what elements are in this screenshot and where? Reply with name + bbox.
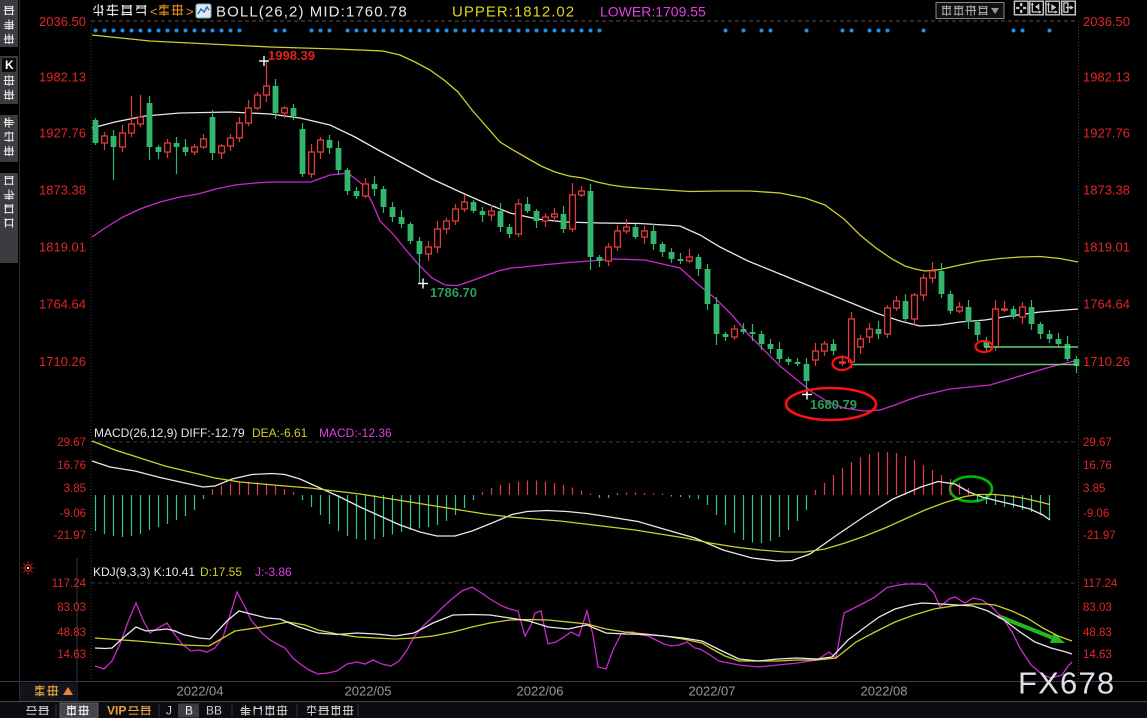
svg-text:1998.39: 1998.39 [268,48,315,63]
svg-text:B: B [185,704,193,718]
svg-text:3.85: 3.85 [1083,483,1105,495]
svg-text:<: < [150,4,158,19]
svg-text:BB: BB [206,704,222,718]
svg-text:2036.50: 2036.50 [39,14,86,29]
svg-text:14.63: 14.63 [1083,649,1112,661]
svg-text:1982.13: 1982.13 [1083,70,1130,85]
svg-text:1927.76: 1927.76 [39,126,86,141]
svg-text:29.67: 29.67 [57,437,86,449]
svg-text:FX678: FX678 [1018,666,1115,701]
svg-text:14.63: 14.63 [57,649,86,661]
svg-text:VIP: VIP [107,704,126,718]
svg-text:D:17.55: D:17.55 [200,565,242,579]
svg-text:-21.97: -21.97 [53,530,86,542]
svg-text:117.24: 117.24 [52,578,87,590]
svg-text:-9.06: -9.06 [1083,508,1109,520]
svg-text:29.67: 29.67 [1083,437,1112,449]
svg-text:-9.06: -9.06 [60,508,86,520]
svg-text:16.76: 16.76 [1083,460,1112,472]
svg-text:2036.50: 2036.50 [1083,14,1130,29]
svg-text:1710.26: 1710.26 [39,354,86,369]
svg-text:2022/08: 2022/08 [861,684,908,699]
svg-text:1680.79: 1680.79 [810,397,857,412]
svg-text:J:-3.86: J:-3.86 [255,565,292,579]
svg-text:1764.64: 1764.64 [1083,297,1130,312]
svg-text:J: J [166,704,172,718]
svg-text:1764.64: 1764.64 [39,297,86,312]
svg-text:1819.01: 1819.01 [39,240,86,255]
svg-text:1982.13: 1982.13 [39,70,86,85]
svg-text:>: > [186,4,194,19]
svg-text:LOWER:1709.55: LOWER:1709.55 [600,4,706,20]
svg-text:KDJ(9,3,3) K:10.41: KDJ(9,3,3) K:10.41 [93,565,195,579]
svg-text:1710.26: 1710.26 [1083,354,1130,369]
svg-text:16.76: 16.76 [57,460,86,472]
svg-text:117.24: 117.24 [1083,578,1118,590]
svg-text:K: K [5,58,14,72]
svg-text:83.03: 83.03 [1083,602,1112,614]
svg-text:-21.97: -21.97 [1083,530,1116,542]
svg-text:3.85: 3.85 [64,483,86,495]
svg-text:1873.38: 1873.38 [1083,183,1130,198]
svg-text:2022/04: 2022/04 [177,684,224,699]
svg-text:BOLL(26,2) MID:1760.78: BOLL(26,2) MID:1760.78 [216,4,408,21]
svg-text:83.03: 83.03 [57,602,86,614]
svg-text:MACD(26,12,9) DIFF:-12.79: MACD(26,12,9) DIFF:-12.79 [94,426,245,440]
svg-text:2022/05: 2022/05 [345,684,392,699]
svg-text:1873.38: 1873.38 [39,183,86,198]
svg-text:2022/07: 2022/07 [689,684,736,699]
svg-text:48.83: 48.83 [57,627,86,639]
svg-text:1819.01: 1819.01 [1083,240,1130,255]
svg-text:1927.76: 1927.76 [1083,126,1130,141]
svg-text:48.83: 48.83 [1083,627,1112,639]
svg-text:DEA:-6.61: DEA:-6.61 [252,426,308,440]
svg-text:MACD:-12.36: MACD:-12.36 [319,426,392,440]
svg-text:2022/06: 2022/06 [517,684,564,699]
svg-text:1786.70: 1786.70 [430,285,477,300]
svg-text:UPPER:1812.02: UPPER:1812.02 [452,4,575,21]
